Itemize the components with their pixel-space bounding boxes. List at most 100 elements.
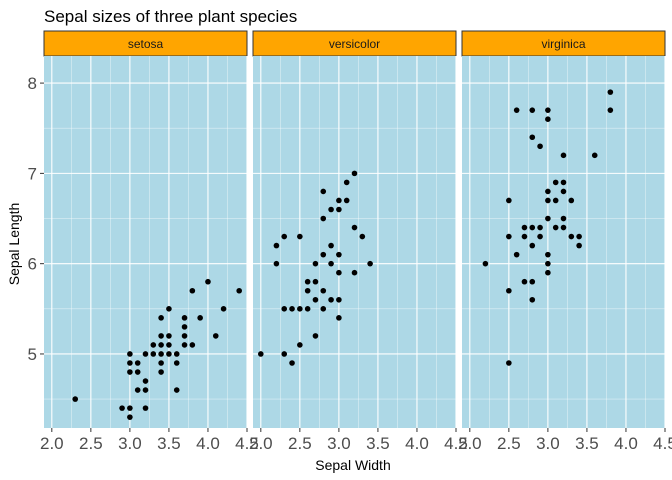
x-tick-label: 4.0: [614, 434, 638, 453]
data-point: [568, 197, 575, 204]
data-point: [545, 188, 551, 195]
data-point: [142, 351, 149, 357]
data-point: [336, 296, 342, 303]
data-point: [158, 351, 164, 357]
data-point: [166, 306, 172, 312]
y-tick-label: 6: [28, 255, 37, 274]
data-point: [127, 414, 133, 420]
data-point: [545, 269, 551, 276]
data-point: [166, 342, 172, 348]
data-point: [568, 233, 575, 240]
x-tick-label: 3.5: [157, 434, 181, 453]
data-point: [367, 260, 373, 267]
strip-label-versicolor: versicolor: [329, 37, 380, 51]
data-point: [127, 360, 133, 366]
data-point: [281, 306, 288, 312]
data-point: [529, 224, 536, 231]
data-point: [560, 179, 567, 186]
data-point: [560, 188, 567, 195]
data-point: [328, 260, 334, 267]
x-tick-label: 4.5: [653, 434, 672, 453]
data-point: [320, 251, 327, 258]
data-point: [312, 296, 319, 303]
data-point: [552, 179, 559, 186]
data-point: [560, 215, 567, 222]
data-point: [359, 233, 366, 240]
data-point: [212, 333, 219, 339]
data-point: [545, 215, 551, 222]
y-axis-title: Sepal Length: [6, 203, 22, 286]
strip-label-virginica: virginica: [541, 37, 585, 51]
data-point: [537, 143, 543, 150]
data-point: [181, 333, 188, 339]
data-point: [297, 306, 303, 312]
data-point: [576, 233, 582, 240]
data-point: [529, 134, 536, 141]
data-point: [134, 387, 141, 393]
data-point: [289, 360, 295, 366]
data-point: [72, 396, 79, 402]
data-point: [158, 315, 164, 321]
data-point: [576, 242, 582, 249]
data-point: [552, 224, 559, 231]
data-point: [173, 351, 180, 357]
data-point: [336, 197, 342, 204]
data-point: [189, 342, 196, 348]
data-point: [142, 405, 149, 411]
data-point: [529, 242, 536, 249]
data-point: [181, 342, 188, 348]
data-point: [281, 351, 288, 357]
facet-setosa: setosa 2.0 2.5 3.0 3.5 4.0 4.5: [40, 30, 259, 453]
data-point: [189, 287, 196, 294]
x-tick-label: 4.0: [405, 434, 429, 453]
x-tick-label: 3.5: [366, 434, 390, 453]
data-point: [552, 197, 559, 204]
data-point: [591, 152, 598, 159]
data-point: [545, 116, 551, 123]
data-point: [273, 242, 280, 249]
data-point: [545, 251, 551, 258]
data-point: [343, 197, 350, 204]
data-point: [328, 296, 334, 303]
data-point: [336, 269, 342, 276]
data-point: [513, 107, 520, 113]
data-point: [482, 260, 489, 267]
facet-panels: setosa 2.0 2.5 3.0 3.5 4.0 4.5 versicolor 2.0 2.5…: [28, 30, 672, 453]
data-point: [545, 197, 551, 204]
data-point: [351, 269, 358, 276]
x-tick-label: 4.5: [235, 434, 259, 453]
data-point: [166, 333, 172, 339]
data-point: [158, 333, 164, 339]
data-point: [529, 107, 536, 113]
data-point: [545, 260, 551, 267]
data-point: [158, 360, 164, 366]
data-point: [506, 360, 512, 366]
x-tick-label: 4.5: [444, 434, 468, 453]
data-point: [150, 342, 157, 348]
data-point: [150, 351, 157, 357]
data-point: [320, 287, 327, 294]
data-point: [297, 233, 303, 240]
data-point: [560, 224, 567, 231]
data-point: [166, 351, 172, 357]
data-point: [521, 233, 528, 240]
data-point: [328, 206, 334, 213]
data-point: [220, 306, 227, 312]
data-point: [304, 306, 311, 312]
data-point: [529, 296, 536, 303]
x-axis-title: Sepal Width: [315, 457, 390, 473]
data-point: [320, 188, 327, 195]
x-tick-label: 2.5: [79, 434, 103, 453]
x-tick-label: 2.0: [249, 434, 273, 453]
x-tick-label: 4.0: [196, 434, 220, 453]
facet-versicolor: versicolor 2.0 2.5 3.0 3.5 4.0 4.5: [249, 30, 468, 453]
x-tick-label: 2.5: [288, 434, 312, 453]
data-point: [560, 152, 567, 159]
data-point: [607, 89, 614, 95]
strip-virginica: [461, 30, 666, 57]
data-point: [142, 387, 149, 393]
panel-background-versicolor: [253, 56, 456, 428]
data-point: [142, 378, 149, 384]
chart-title: Sepal sizes of three plant species: [44, 7, 297, 26]
